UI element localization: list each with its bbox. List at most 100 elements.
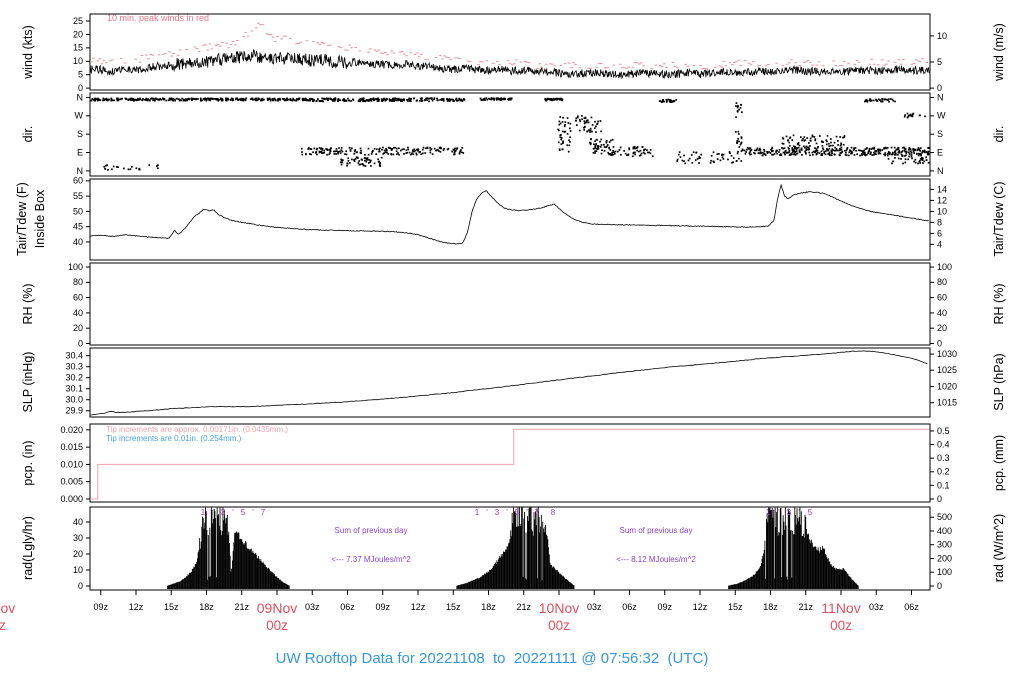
rad-bar: [487, 571, 489, 589]
dir-scatter-point: [431, 97, 433, 100]
dir-scatter-point: [491, 97, 494, 100]
dir-scatter-point: [792, 145, 795, 148]
dir-scatter-point: [363, 164, 365, 167]
dir-scatter-point: [390, 99, 392, 101]
dir-scatter-point: [255, 99, 257, 102]
dir-scatter-point: [794, 154, 797, 156]
series-slp: [90, 350, 928, 416]
dir-scatter-point: [829, 154, 831, 156]
dir-scatter-point: [560, 143, 563, 145]
dir-scatter-point: [839, 148, 842, 151]
dir-scatter-point: [814, 150, 817, 152]
dir-scatter-point: [293, 99, 296, 102]
dir-scatter-point: [156, 165, 158, 167]
slp-left-tick-label: 30.4: [65, 351, 83, 361]
dir-scatter-point: [766, 152, 769, 154]
dir-scatter-point: [559, 98, 562, 101]
dir-scatter-point: [695, 151, 698, 154]
slp-right-tick-label: 1025: [937, 365, 957, 375]
x-tick-label: 03z: [869, 602, 884, 612]
dir-scatter-point: [424, 99, 427, 101]
rad-bar: [790, 530, 791, 589]
dir-scatter-point: [740, 160, 743, 162]
rad-bar: [851, 579, 853, 589]
dir-scatter-point: [795, 150, 798, 153]
dir-scatter-point: [597, 147, 600, 150]
dir-scatter-point: [377, 161, 380, 163]
dir-scatter-point: [229, 99, 232, 101]
wind-left-tick-label: 20: [73, 29, 83, 39]
rad-bar: [171, 584, 173, 589]
dir-scatter-point: [388, 100, 391, 102]
dir-scatter-point: [132, 98, 135, 100]
dir-scatter-point: [372, 98, 375, 100]
rad-bar: [210, 507, 212, 589]
dir-scatter-point: [461, 100, 464, 102]
dir-scatter-point: [594, 144, 597, 147]
dir-scatter-point: [493, 97, 495, 100]
dir-scatter-point: [327, 97, 330, 100]
dir-left-tick-label: E: [77, 147, 83, 157]
dir-scatter-point: [381, 148, 383, 151]
rad-sum-day2-line2: <--- 8.12 MJoules/m^2: [616, 554, 696, 564]
dir-scatter-point: [910, 155, 913, 158]
dir-scatter-point: [628, 148, 631, 151]
rad-bar: [806, 533, 808, 589]
dir-scatter-point: [607, 151, 609, 154]
dir-scatter-point: [168, 99, 171, 101]
rad-bar: [486, 572, 488, 589]
rad-bar: [473, 580, 474, 589]
dir-scatter-point: [107, 169, 109, 171]
rad-bar: [822, 545, 823, 589]
dir-scatter-point: [841, 151, 844, 153]
dir-scatter-point: [283, 98, 285, 101]
dir-scatter-point: [853, 147, 855, 150]
dir-scatter-point: [128, 98, 130, 101]
dir-scatter-point: [594, 120, 596, 123]
panel-dir-border: [89, 92, 931, 177]
dir-scatter-point: [912, 150, 915, 153]
dir-scatter-point: [382, 153, 385, 155]
dir-scatter-point: [690, 154, 693, 156]
dir-scatter-point: [149, 99, 151, 102]
dir-scatter-point: [886, 146, 889, 149]
rad-bar: [213, 509, 215, 589]
rad-bar: [237, 533, 238, 589]
rad-bar: [221, 531, 223, 589]
rad-bar: [794, 507, 796, 589]
rad-bar: [779, 532, 780, 589]
rad-bar: [253, 552, 254, 589]
dir-scatter-point: [927, 161, 930, 164]
dir-scatter-point: [456, 100, 458, 102]
dir-scatter-point: [889, 98, 892, 100]
x-tick-label: 18z: [763, 602, 778, 612]
dir-scatter-point: [440, 98, 443, 100]
dir-scatter-point: [204, 97, 207, 100]
rad-bar: [460, 584, 461, 589]
rad-bar: [572, 584, 574, 589]
dir-scatter-point: [359, 147, 362, 150]
dir-scatter-point: [782, 151, 785, 154]
dir-scatter-point: [112, 165, 115, 168]
dir-scatter-point: [827, 142, 830, 145]
rad-bar: [260, 559, 262, 589]
rad-bar: [741, 582, 743, 589]
dir-scatter-point: [785, 135, 788, 138]
dir-scatter-point: [378, 150, 380, 153]
dir-scatter-point: [419, 97, 422, 100]
dir-scatter-point: [369, 98, 372, 100]
rad-hour-mark: 5: [241, 508, 246, 517]
dir-scatter-point: [152, 99, 154, 102]
dir-scatter-point: [458, 97, 460, 100]
temp-right-tick-label: 14: [937, 184, 947, 194]
dir-scatter-point: [337, 98, 340, 101]
rad-bar: [814, 546, 815, 589]
dir-scatter-point: [898, 149, 901, 152]
temp-right-axis-label: Tair/Tdew (C): [992, 181, 1006, 257]
dir-scatter-point: [867, 152, 869, 155]
rad-bar: [276, 576, 278, 589]
dir-scatter-point: [590, 138, 592, 140]
dir-scatter-point: [897, 153, 899, 156]
x-tick-label: 03z: [587, 602, 602, 612]
dir-scatter-point: [412, 153, 415, 156]
